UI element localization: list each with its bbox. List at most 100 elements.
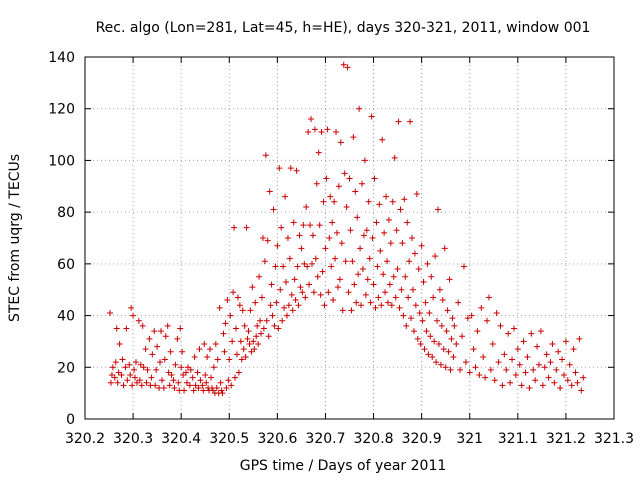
data-point (370, 281, 377, 288)
data-point (131, 366, 138, 373)
data-point (180, 372, 187, 379)
data-point (446, 276, 453, 283)
data-point (331, 198, 338, 205)
data-point (365, 198, 372, 205)
data-point (326, 235, 333, 241)
data-point (414, 335, 421, 342)
data-point (241, 322, 248, 329)
data-point (543, 351, 550, 358)
data-point (317, 291, 324, 298)
data-point (116, 341, 123, 348)
data-point (432, 253, 439, 260)
data-point (187, 366, 194, 373)
data-point (295, 302, 302, 309)
data-point (195, 384, 202, 391)
x-tick-label: 321 (456, 431, 483, 447)
data-point (288, 291, 295, 298)
data-point (386, 281, 393, 288)
data-point (285, 302, 292, 309)
data-point (132, 359, 139, 366)
data-point (197, 377, 204, 384)
data-point (560, 372, 567, 379)
data-point (442, 364, 449, 371)
data-point (257, 317, 264, 324)
data-point (549, 341, 556, 348)
data-point (307, 222, 314, 229)
data-point (152, 382, 159, 389)
data-point (311, 126, 318, 133)
data-point (245, 328, 252, 335)
y-tick-label: 140 (48, 50, 75, 66)
data-point (394, 266, 401, 273)
data-point (412, 302, 419, 309)
data-point (574, 379, 581, 386)
data-point (184, 364, 191, 371)
data-point (522, 369, 529, 376)
data-point (204, 353, 211, 360)
data-point (252, 299, 259, 306)
data-point (220, 330, 227, 337)
data-point (354, 214, 361, 221)
data-point (199, 382, 206, 389)
data-point (201, 341, 208, 348)
data-point (390, 273, 397, 280)
data-point (434, 317, 441, 324)
data-point (200, 387, 207, 394)
data-point (225, 377, 232, 384)
data-point (355, 271, 362, 278)
data-point (339, 307, 346, 314)
data-point (434, 206, 441, 213)
data-point (364, 276, 371, 283)
data-point (388, 302, 395, 309)
data-point (280, 263, 287, 270)
data-point (263, 317, 270, 324)
data-point (202, 372, 209, 379)
data-point (221, 348, 228, 355)
grid-lines (85, 57, 614, 419)
data-point (356, 105, 363, 112)
data-point (417, 341, 424, 348)
data-point (422, 299, 429, 306)
data-point (455, 299, 462, 306)
x-tick-label: 320.7 (305, 431, 345, 447)
data-point (376, 201, 383, 208)
data-point (186, 382, 193, 389)
data-point (128, 304, 135, 311)
data-point (226, 356, 233, 363)
data-point (298, 245, 305, 252)
data-point (146, 335, 153, 342)
data-point (138, 382, 145, 389)
data-point (482, 374, 489, 381)
data-point (392, 294, 399, 301)
data-point (203, 379, 210, 386)
data-point (470, 346, 477, 353)
data-point (143, 379, 150, 386)
data-point (459, 333, 466, 340)
y-tick-label: 0 (66, 412, 75, 428)
data-point (501, 351, 508, 358)
data-point (140, 364, 147, 371)
data-point (367, 299, 374, 306)
data-point (251, 346, 258, 353)
data-point (395, 118, 402, 125)
data-point (142, 346, 149, 353)
data-point (216, 304, 223, 311)
data-point (283, 312, 290, 319)
data-point (236, 302, 243, 309)
data-point (153, 366, 160, 373)
data-point (480, 353, 487, 360)
data-point (485, 294, 492, 301)
data-point (453, 341, 460, 348)
data-point (547, 359, 554, 366)
data-point (493, 309, 500, 316)
data-point (267, 302, 274, 309)
y-tick-label: 80 (57, 205, 75, 221)
data-point (129, 382, 136, 389)
data-point (451, 322, 458, 329)
data-point (497, 322, 504, 329)
data-point (424, 260, 431, 267)
data-point (408, 315, 415, 322)
data-point (426, 309, 433, 316)
data-point (327, 193, 334, 200)
